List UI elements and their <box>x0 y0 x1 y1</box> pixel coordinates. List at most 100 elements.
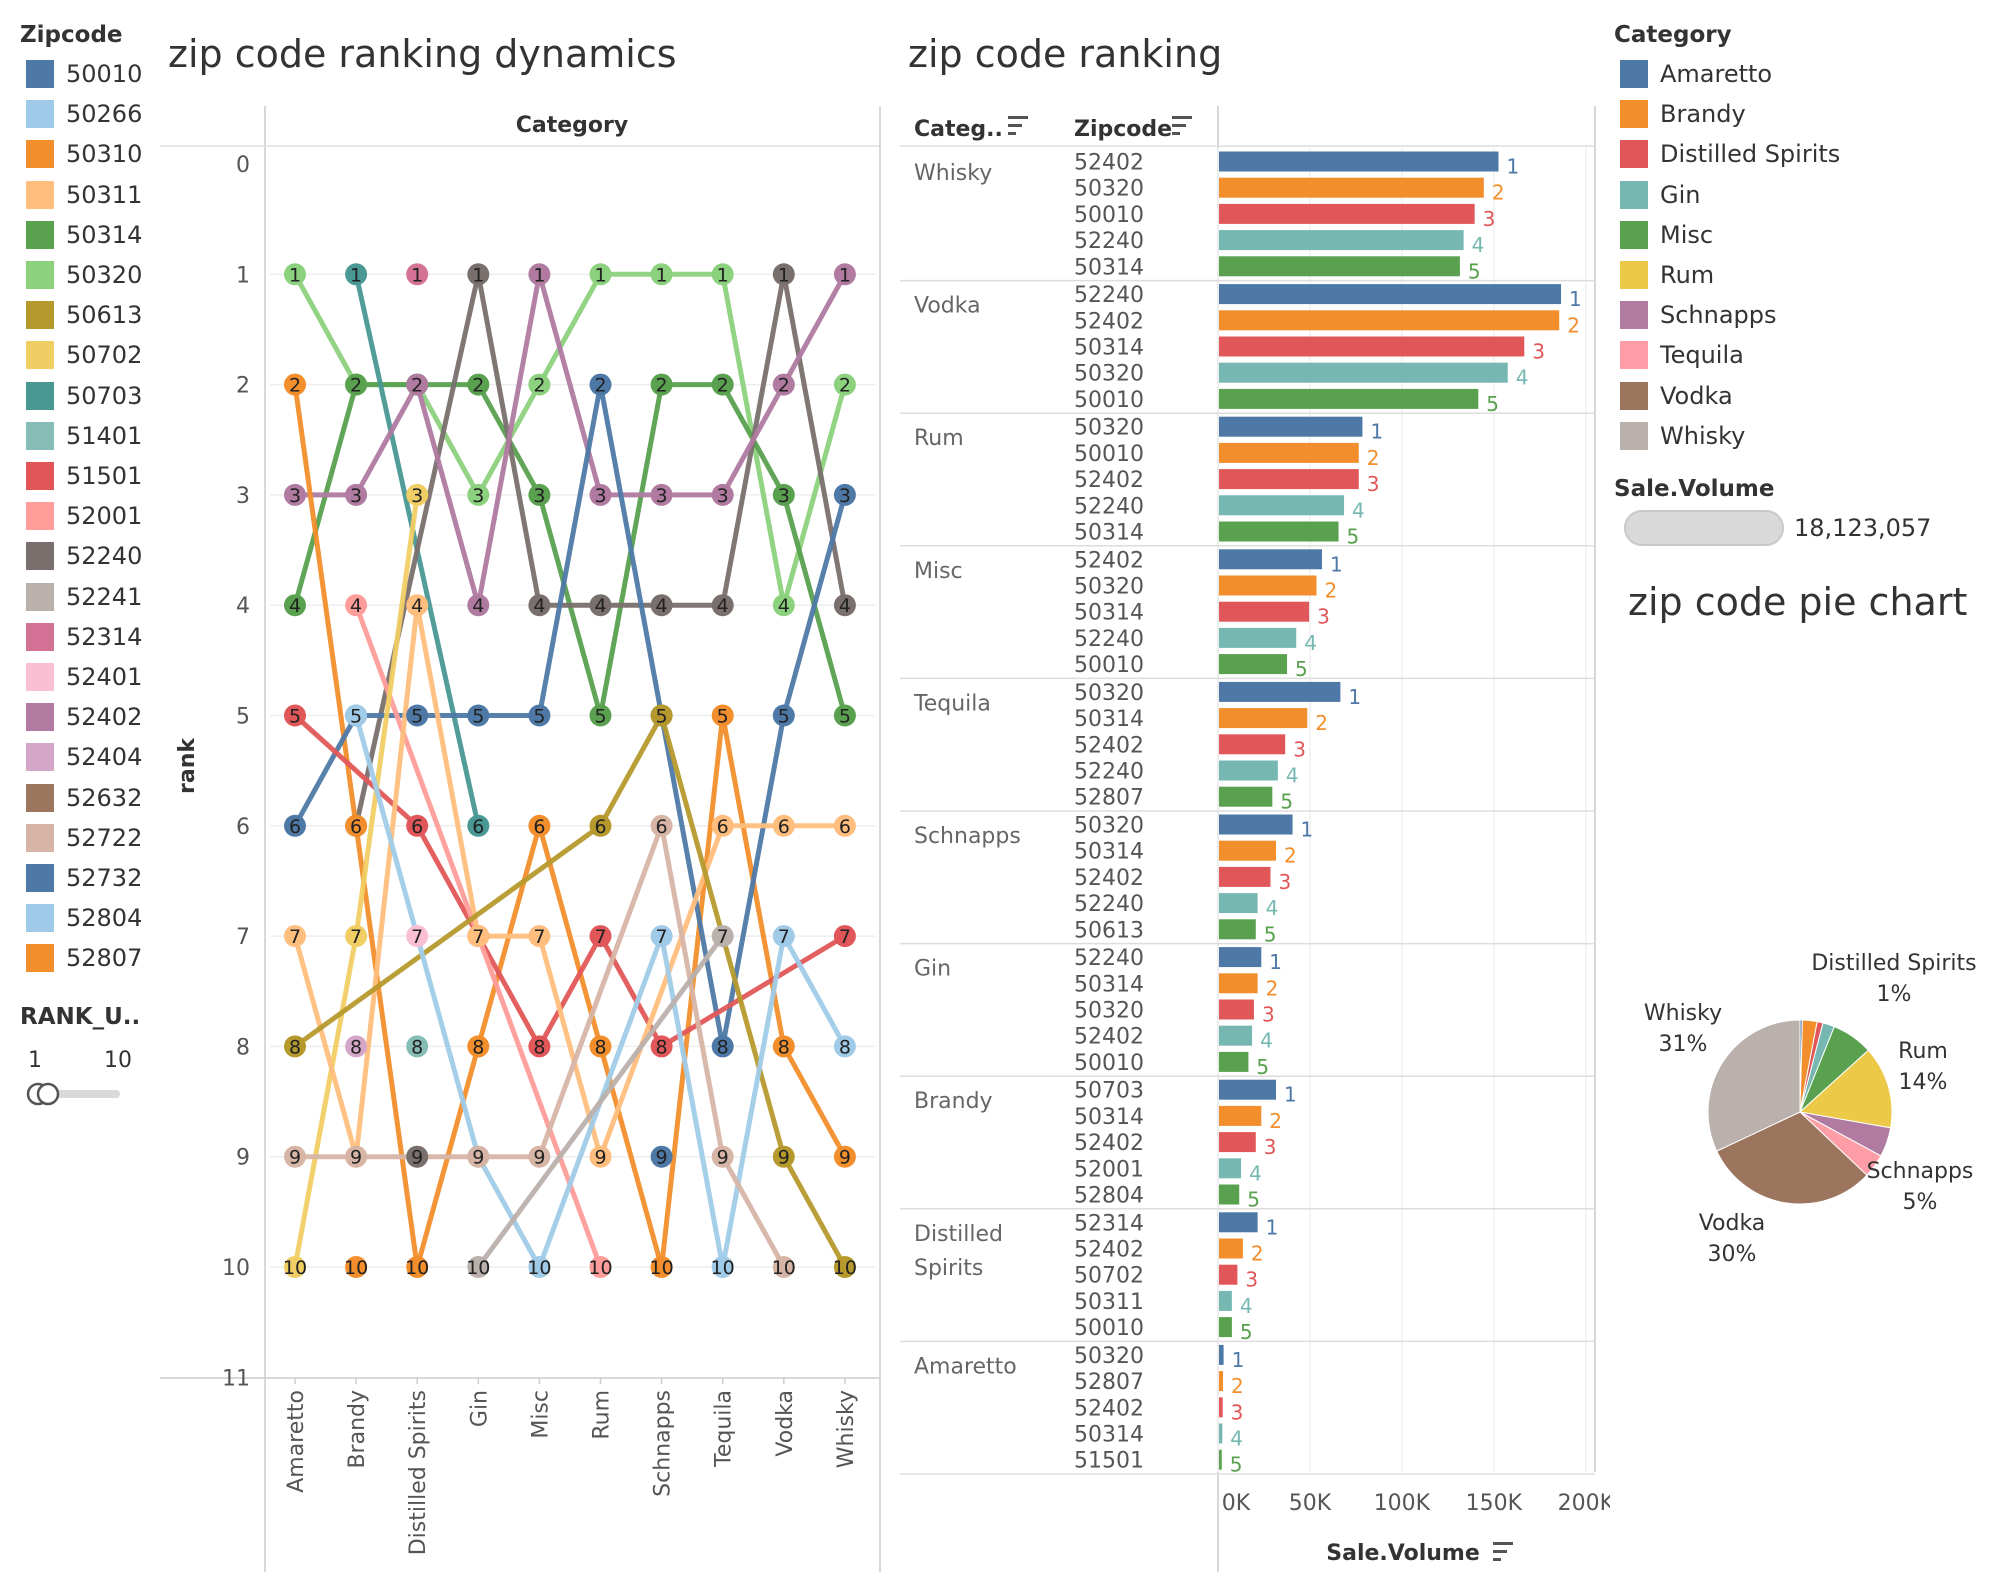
bump-point[interactable] <box>711 925 734 948</box>
bars-bar[interactable] <box>1219 947 1262 968</box>
bars-bar[interactable] <box>1219 708 1308 729</box>
bars-bar[interactable] <box>1219 760 1278 781</box>
bump-point[interactable] <box>284 594 306 617</box>
bump-point[interactable] <box>650 925 673 948</box>
bump-point[interactable] <box>589 925 612 948</box>
bump-point[interactable] <box>528 1145 551 1168</box>
bump-point[interactable] <box>650 373 673 396</box>
category-sort-icon[interactable] <box>1008 116 1028 135</box>
bump-point[interactable] <box>589 263 612 286</box>
bars-bar[interactable] <box>1219 362 1508 383</box>
bump-point[interactable] <box>528 483 551 506</box>
bump-point[interactable] <box>711 483 734 506</box>
bump-point[interactable] <box>833 373 856 396</box>
bars-bar[interactable] <box>1219 469 1359 490</box>
bump-point[interactable] <box>406 373 429 396</box>
category-legend-item[interactable]: Rum <box>1620 259 1714 291</box>
bump-point[interactable] <box>528 1035 551 1058</box>
bump-point[interactable] <box>589 1145 612 1168</box>
bump-point[interactable] <box>589 814 612 837</box>
zipcode-legend-item[interactable]: 50320 <box>26 259 142 291</box>
bump-point[interactable] <box>528 1256 551 1278</box>
bars-bar[interactable] <box>1219 1344 1224 1365</box>
bars-bar[interactable] <box>1219 177 1484 198</box>
bump-point[interactable] <box>711 594 734 617</box>
bump-point[interactable] <box>711 814 734 837</box>
bump-point[interactable] <box>406 594 429 617</box>
bars-bar[interactable] <box>1219 256 1460 277</box>
bump-point[interactable] <box>833 925 856 948</box>
zipcode-legend-item[interactable]: 50310 <box>26 138 142 170</box>
bars-bar[interactable] <box>1219 681 1341 702</box>
bump-point[interactable] <box>833 483 856 506</box>
bump-point[interactable] <box>528 594 551 617</box>
bump-point[interactable] <box>406 814 429 837</box>
bars-bar[interactable] <box>1219 814 1293 835</box>
bump-point[interactable] <box>345 925 368 948</box>
bump-point[interactable] <box>772 263 795 286</box>
zipcode-sort-icon[interactable] <box>1172 116 1192 135</box>
bars-bar[interactable] <box>1219 893 1258 914</box>
bump-point[interactable] <box>284 483 306 506</box>
rank-filter-handles-icon[interactable] <box>26 1082 68 1106</box>
bars-bar[interactable] <box>1219 495 1345 516</box>
bars-bar[interactable] <box>1219 734 1286 755</box>
bump-point[interactable] <box>406 925 429 948</box>
bump-point[interactable] <box>467 263 490 286</box>
bars-bar[interactable] <box>1219 416 1363 437</box>
bars-bar[interactable] <box>1219 1212 1258 1233</box>
bump-point[interactable] <box>833 1145 856 1168</box>
bars-bar[interactable] <box>1219 521 1339 542</box>
zipcode-legend-item[interactable]: 52804 <box>26 902 142 934</box>
bars-bar[interactable] <box>1219 1264 1238 1285</box>
zipcode-legend-item[interactable]: 52807 <box>26 942 142 974</box>
category-legend-item[interactable]: Vodka <box>1620 380 1733 412</box>
zipcode-legend-item[interactable]: 52240 <box>26 540 142 572</box>
bump-point[interactable] <box>833 263 856 286</box>
zipcode-legend-item[interactable]: 52632 <box>26 782 142 814</box>
bump-point[interactable] <box>528 704 551 727</box>
zipcode-legend-item[interactable]: 50613 <box>26 299 142 331</box>
category-legend-item[interactable]: Schnapps <box>1620 299 1777 331</box>
pie-slice[interactable] <box>1716 1111 1868 1205</box>
bump-point[interactable] <box>406 704 429 727</box>
bars-bar[interactable] <box>1219 1158 1242 1179</box>
zipcode-legend-item[interactable]: 52732 <box>26 862 142 894</box>
bump-point[interactable] <box>650 594 673 617</box>
bars-bar[interactable] <box>1219 1079 1277 1100</box>
bump-point[interactable] <box>467 594 490 617</box>
bump-point[interactable] <box>528 263 551 286</box>
zipcode-legend-item[interactable]: 50314 <box>26 219 142 251</box>
bump-point[interactable] <box>284 814 306 837</box>
zipcode-legend-item[interactable]: 52404 <box>26 741 142 773</box>
bump-point[interactable] <box>528 373 551 396</box>
category-legend-item[interactable]: Tequila <box>1620 339 1744 371</box>
bump-point[interactable] <box>650 263 673 286</box>
bump-point[interactable] <box>284 373 306 396</box>
bump-point[interactable] <box>589 1256 612 1278</box>
bars-bar[interactable] <box>1219 1025 1253 1046</box>
bars-bar[interactable] <box>1219 1449 1222 1470</box>
bump-point[interactable] <box>284 263 306 286</box>
bars-bar[interactable] <box>1219 654 1288 675</box>
bars-bar[interactable] <box>1219 919 1256 940</box>
bump-point[interactable] <box>772 594 795 617</box>
bump-point[interactable] <box>345 704 368 727</box>
bars-bar[interactable] <box>1219 388 1479 409</box>
bump-point[interactable] <box>528 925 551 948</box>
bump-point[interactable] <box>589 1035 612 1058</box>
bars-bar[interactable] <box>1219 1051 1249 1072</box>
bump-point[interactable] <box>406 483 429 506</box>
category-legend-item[interactable]: Gin <box>1620 179 1700 211</box>
pie-slice[interactable] <box>1798 1049 1893 1129</box>
bars-bar[interactable] <box>1219 866 1271 887</box>
bars-bar[interactable] <box>1219 999 1254 1020</box>
category-legend-item[interactable]: Whisky <box>1620 420 1745 452</box>
bump-point[interactable] <box>711 704 734 727</box>
bump-point[interactable] <box>345 373 368 396</box>
bars-bar[interactable] <box>1219 549 1322 570</box>
bump-point[interactable] <box>284 1145 306 1168</box>
bump-point[interactable] <box>528 814 551 837</box>
bump-point[interactable] <box>345 1145 368 1168</box>
bump-point[interactable] <box>650 1145 673 1168</box>
